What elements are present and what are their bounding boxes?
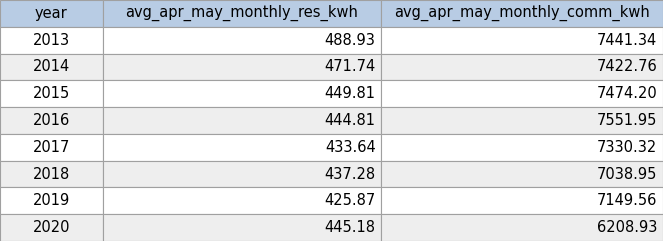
Bar bbox=[0, 214, 103, 241]
Bar bbox=[0, 80, 103, 107]
Text: avg_apr_may_monthly_comm_kwh: avg_apr_may_monthly_comm_kwh bbox=[394, 5, 650, 21]
Bar bbox=[103, 187, 381, 214]
Bar bbox=[381, 214, 663, 241]
Bar bbox=[381, 161, 663, 187]
Text: 2016: 2016 bbox=[32, 113, 70, 128]
Bar bbox=[103, 161, 381, 187]
Bar bbox=[381, 80, 663, 107]
Bar bbox=[0, 161, 103, 187]
Text: 7474.20: 7474.20 bbox=[597, 86, 658, 101]
Bar bbox=[0, 107, 103, 134]
Text: 2014: 2014 bbox=[32, 60, 70, 74]
Bar bbox=[381, 27, 663, 54]
Bar bbox=[103, 27, 381, 54]
Bar bbox=[0, 187, 103, 214]
Bar bbox=[103, 107, 381, 134]
Text: 488.93: 488.93 bbox=[325, 33, 376, 48]
Text: year: year bbox=[35, 6, 68, 21]
Bar bbox=[381, 134, 663, 161]
Text: 7038.95: 7038.95 bbox=[597, 167, 658, 181]
Bar bbox=[103, 0, 381, 27]
Text: 6208.93: 6208.93 bbox=[597, 220, 658, 235]
Bar bbox=[381, 107, 663, 134]
Text: 7551.95: 7551.95 bbox=[597, 113, 658, 128]
Bar bbox=[103, 54, 381, 80]
Bar bbox=[381, 187, 663, 214]
Text: 433.64: 433.64 bbox=[325, 140, 376, 155]
Text: 2017: 2017 bbox=[32, 140, 70, 155]
Text: 445.18: 445.18 bbox=[325, 220, 376, 235]
Text: 449.81: 449.81 bbox=[325, 86, 376, 101]
Bar bbox=[103, 134, 381, 161]
Bar bbox=[103, 80, 381, 107]
Text: 471.74: 471.74 bbox=[324, 60, 376, 74]
Text: 7149.56: 7149.56 bbox=[597, 193, 658, 208]
Text: 7422.76: 7422.76 bbox=[597, 60, 658, 74]
Bar bbox=[0, 134, 103, 161]
Bar bbox=[0, 54, 103, 80]
Bar bbox=[103, 214, 381, 241]
Text: 2020: 2020 bbox=[32, 220, 70, 235]
Text: 7330.32: 7330.32 bbox=[597, 140, 658, 155]
Text: 425.87: 425.87 bbox=[324, 193, 376, 208]
Text: 2019: 2019 bbox=[32, 193, 70, 208]
Text: 437.28: 437.28 bbox=[324, 167, 376, 181]
Bar bbox=[381, 0, 663, 27]
Text: 444.81: 444.81 bbox=[325, 113, 376, 128]
Bar bbox=[0, 27, 103, 54]
Text: 7441.34: 7441.34 bbox=[597, 33, 658, 48]
Bar bbox=[0, 0, 103, 27]
Text: avg_apr_may_monthly_res_kwh: avg_apr_may_monthly_res_kwh bbox=[125, 5, 359, 21]
Bar bbox=[381, 54, 663, 80]
Text: 2015: 2015 bbox=[32, 86, 70, 101]
Text: 2018: 2018 bbox=[32, 167, 70, 181]
Text: 2013: 2013 bbox=[33, 33, 70, 48]
